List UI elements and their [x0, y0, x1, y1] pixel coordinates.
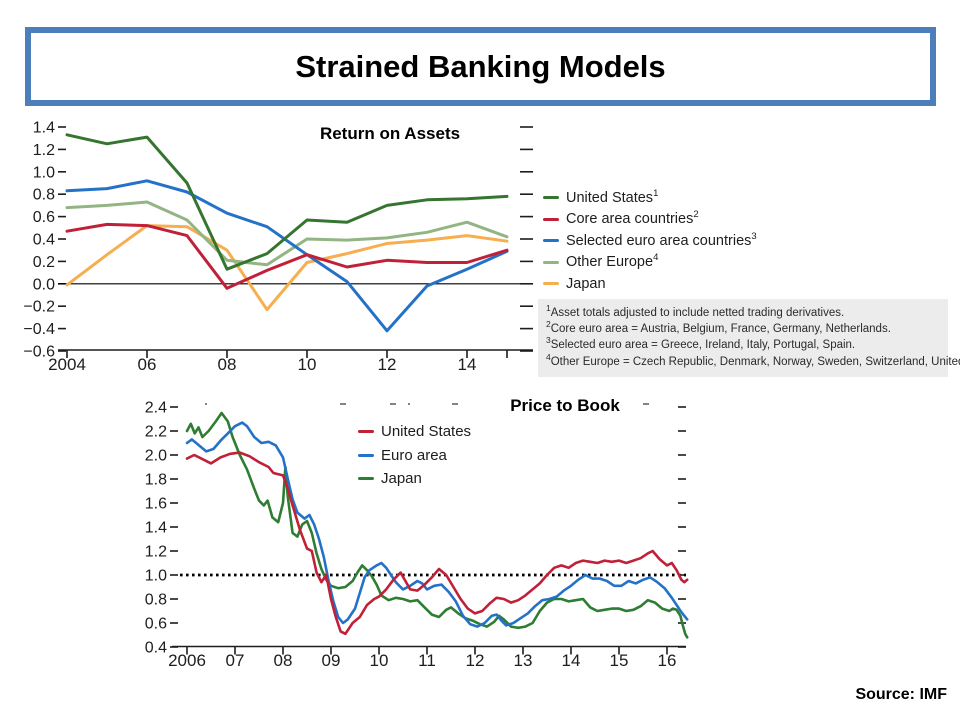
x-tick-label: 10 [298, 355, 317, 374]
legend-item-euro-area: Euro area [358, 444, 471, 468]
y-tick-label: 1.2 [33, 142, 55, 159]
legend-swatch-euro-area [358, 453, 374, 457]
x-tick-label: 14 [458, 355, 477, 374]
footnote-2: 2Core euro area = Austria, Belgium, Fran… [546, 319, 891, 336]
x-tick-label: 15 [610, 651, 629, 670]
y-tick-label: 2.2 [145, 424, 167, 441]
y-tick-label: 1.0 [33, 164, 55, 181]
ptb-legend: United States Euro area Japan [358, 420, 471, 491]
legend-label: Japan [381, 470, 422, 488]
x-tick-label: 12 [466, 651, 485, 670]
y-tick-label: −0.2 [23, 299, 55, 316]
legend-label: United States [381, 423, 472, 441]
source-credit: Source: IMF [855, 686, 947, 703]
y-tick-label: 1.4 [33, 120, 55, 137]
legend-label: United States1 [566, 187, 659, 206]
footnote-box: 1Asset totals adjusted to include netted… [538, 299, 960, 377]
x-tick-label: 11 [418, 651, 436, 670]
x-tick-label: 13 [514, 651, 533, 670]
legend-swatch-united-states [543, 196, 559, 200]
y-tick-label: 0.6 [33, 209, 55, 226]
y-tick-label: 0.4 [33, 232, 55, 249]
footnote-4: 4Other Europe = Czech Republic, Denmark,… [546, 351, 960, 368]
y-tick-label: 1.8 [145, 472, 167, 489]
series-line-core-area-countries [65, 222, 509, 290]
legend-label: Japan [566, 275, 606, 292]
legend-item-united-states: United States1 [543, 187, 757, 209]
series-line-united-states [185, 451, 689, 636]
roa-chart-title: Return on Assets [319, 124, 461, 143]
x-tick-label: 09 [322, 651, 341, 670]
x-tick-label: 2004 [48, 355, 86, 374]
x-tick-label: 14 [562, 651, 581, 670]
y-tick-label: 0.8 [33, 187, 55, 204]
slide-title: Strained Banking Models [295, 48, 666, 84]
legend-item-japan: Japan [543, 273, 757, 295]
legend-item-other-europe: Other Europe4 [543, 252, 757, 274]
x-tick-label: 06 [138, 355, 157, 374]
x-tick-label: 12 [378, 355, 397, 374]
slide-title-box: Strained Banking Models [25, 27, 936, 106]
y-tick-label: 2.4 [145, 400, 167, 417]
footnote-1: 1Asset totals adjusted to include netted… [546, 303, 845, 319]
series-line-united-states [65, 133, 509, 271]
y-tick-label: 1.0 [145, 568, 167, 585]
legend-label: Selected euro area countries3 [566, 230, 757, 249]
y-tick-label: 0.6 [145, 616, 167, 633]
legend-swatch-core-area-countries [543, 217, 559, 221]
y-tick-label: 0.0 [33, 276, 55, 293]
legend-swatch-selected-euro-area-countries [543, 239, 559, 243]
x-tick-label: 16 [658, 651, 677, 670]
legend-swatch-other-europe [543, 260, 559, 264]
y-tick-label: 0.8 [145, 592, 167, 609]
x-tick-label: 08 [274, 651, 293, 670]
legend-label: Core area countries2 [566, 209, 699, 228]
y-tick-label: 0.2 [33, 254, 55, 271]
legend-swatch-japan [358, 477, 374, 481]
legend-label: Euro area [381, 446, 447, 464]
y-tick-label: 0.4 [145, 640, 167, 657]
y-tick-label: −0.6 [23, 344, 55, 361]
legend-label: Other Europe4 [566, 252, 659, 271]
series-line-other-europe [65, 200, 509, 267]
y-tick-label: 1.4 [145, 520, 167, 537]
footnote-3: 3Selected euro area = Greece, Ireland, I… [546, 335, 856, 352]
y-tick-label: 2.0 [145, 448, 167, 465]
y-tick-label: 1.2 [145, 544, 167, 561]
ptb-chart-title: Price to Book [510, 396, 620, 415]
series-line-japan [185, 411, 689, 639]
roa-legend: United States1 Core area countries2 Select… [543, 187, 757, 295]
y-tick-label: 1.6 [145, 496, 167, 513]
legend-item-united-states: United States [358, 420, 471, 444]
x-tick-label: 08 [218, 355, 237, 374]
y-tick-label: −0.4 [23, 321, 55, 338]
legend-item-selected-euro-area-countries: Selected euro area countries3 [543, 230, 757, 252]
legend-swatch-japan [543, 282, 559, 286]
legend-swatch-united-states [358, 430, 374, 434]
legend-item-core-area-countries: Core area countries2 [543, 209, 757, 231]
series-line-selected-euro-area-countries [65, 179, 509, 333]
x-tick-label: 2006 [168, 651, 206, 670]
legend-item-japan: Japan [358, 467, 471, 491]
x-tick-label: 10 [370, 651, 389, 670]
series-line-japan [65, 224, 509, 312]
x-tick-label: 07 [226, 651, 245, 670]
return-on-assets-chart: 1.4 1.2 1.0 0.8 0.6 0.4 0.2 0.0 −0.2 −0.4 −0.62004… [23, 120, 533, 374]
series-line-euro-area [185, 421, 689, 628]
